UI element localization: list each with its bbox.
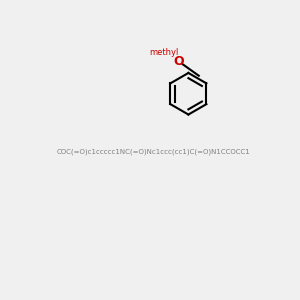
Text: methyl: methyl	[149, 48, 179, 57]
Text: O: O	[174, 56, 184, 68]
Text: COC(=O)c1ccccc1NC(=O)Nc1ccc(cc1)C(=O)N1CCOCC1: COC(=O)c1ccccc1NC(=O)Nc1ccc(cc1)C(=O)N1C…	[57, 148, 250, 155]
